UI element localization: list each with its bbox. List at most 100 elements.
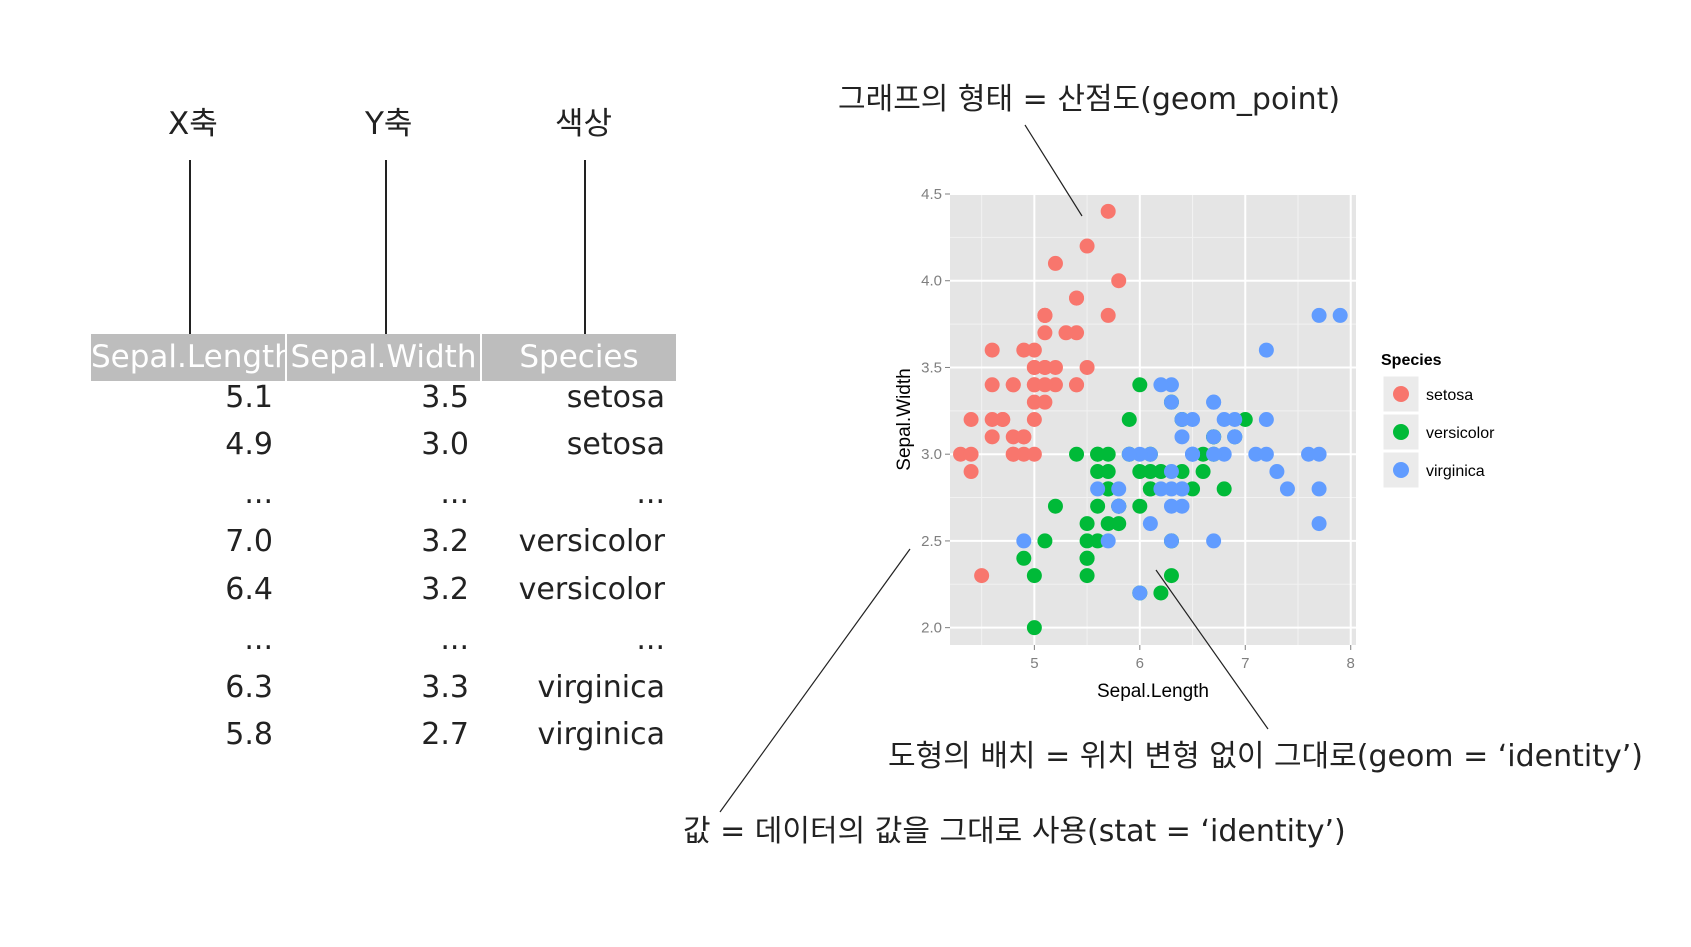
x-tick-label: 7 — [1241, 655, 1249, 672]
data-point-versicolor — [1090, 533, 1106, 549]
data-point-setosa — [1037, 377, 1053, 393]
data-point-versicolor — [1079, 568, 1095, 584]
data-point-setosa — [1037, 325, 1053, 341]
data-point-versicolor — [1079, 550, 1095, 566]
data-point-setosa — [1026, 446, 1042, 462]
data-point-versicolor — [1195, 446, 1211, 462]
data-point-virginica — [1142, 446, 1158, 462]
table-cell: virginica — [537, 670, 666, 705]
data-point-virginica — [1227, 412, 1243, 427]
data-point-setosa — [995, 412, 1011, 427]
y-tick-label: 2.0 — [921, 620, 942, 637]
stat-pointer-line — [719, 548, 911, 813]
data-point-versicolor — [1174, 464, 1190, 480]
data-point-setosa — [1026, 359, 1042, 375]
data-point-setosa — [1037, 307, 1053, 323]
geom-annotation: 그래프의 형태 = 산점도(geom_point) — [838, 82, 1341, 117]
data-point-setosa — [1069, 290, 1085, 306]
data-point-setosa — [1037, 359, 1053, 375]
table-cell: setosa — [566, 427, 665, 462]
data-point-virginica — [1090, 481, 1106, 497]
position-annotation: 도형의 배치 = 위치 변형 없이 그대로(geom = ‘identity’) — [888, 739, 1643, 774]
data-point-setosa — [1111, 273, 1127, 289]
data-point-virginica — [1132, 585, 1148, 601]
x-tick-label: 5 — [1030, 655, 1038, 672]
y-tick-label: 4.5 — [921, 186, 942, 203]
table-cell: ... — [636, 476, 665, 511]
data-point-versicolor — [1111, 516, 1127, 532]
data-point-setosa — [1079, 238, 1095, 254]
legend-key-point — [1393, 462, 1409, 478]
data-point-virginica — [1016, 533, 1032, 549]
data-point-versicolor — [1100, 481, 1116, 497]
header-sepal-length: Sepal.Length — [91, 334, 294, 381]
table-cell: 5.1 — [225, 380, 273, 415]
data-point-versicolor — [1079, 516, 1095, 532]
data-point-setosa — [1058, 325, 1074, 341]
geom-pointer-line — [1024, 124, 1083, 217]
data-point-versicolor — [1090, 498, 1106, 514]
x-tick-label: 8 — [1347, 655, 1355, 672]
table-cell: ... — [244, 476, 273, 511]
table-cell: 7.0 — [225, 524, 273, 559]
data-point-setosa — [953, 446, 969, 462]
data-point-versicolor — [1069, 446, 1085, 462]
data-point-virginica — [1132, 446, 1148, 462]
data-point-setosa — [963, 464, 979, 480]
data-point-setosa — [1047, 255, 1063, 271]
data-point-virginica — [1269, 464, 1285, 480]
position-pointer-line — [1155, 569, 1269, 730]
data-point-virginica — [1311, 481, 1327, 497]
data-point-versicolor — [1185, 481, 1201, 497]
data-point-setosa — [1069, 377, 1085, 393]
table-cell: 6.3 — [225, 670, 273, 705]
table-cell: versicolor — [518, 572, 665, 607]
data-point-virginica — [1206, 533, 1222, 549]
data-point-virginica — [1258, 412, 1274, 427]
data-point-versicolor — [1142, 464, 1158, 480]
data-point-versicolor — [1037, 533, 1053, 549]
table-cell: 3.2 — [421, 524, 469, 559]
data-point-setosa — [1069, 325, 1085, 341]
data-point-virginica — [1332, 307, 1348, 323]
data-point-setosa — [1047, 377, 1063, 393]
data-point-setosa — [1026, 394, 1042, 410]
data-point-versicolor — [1195, 464, 1211, 480]
data-point-versicolor — [1121, 412, 1137, 427]
y-tick-label: 2.5 — [921, 533, 942, 550]
data-point-versicolor — [1026, 568, 1042, 584]
table-cell: ... — [244, 622, 273, 657]
table-cell: 3.0 — [421, 427, 469, 462]
header-species: Species — [482, 334, 676, 381]
legend-label-setosa: setosa — [1426, 387, 1473, 404]
table-cell: 3.2 — [421, 572, 469, 607]
data-point-virginica — [1185, 412, 1201, 427]
x-axis-title: Sepal.Length — [1097, 681, 1209, 702]
data-point-versicolor — [1079, 533, 1095, 549]
data-point-virginica — [1311, 516, 1327, 532]
data-point-versicolor — [1047, 498, 1063, 514]
table-cell: 3.3 — [421, 670, 469, 705]
data-point-virginica — [1163, 533, 1179, 549]
table-cell: ... — [636, 622, 665, 657]
x-axis-mapping-label: X축 — [168, 106, 218, 142]
data-point-setosa — [1016, 429, 1032, 445]
data-point-virginica — [1258, 446, 1274, 462]
data-point-versicolor — [1163, 568, 1179, 584]
data-point-setosa — [984, 377, 1000, 393]
data-point-virginica — [1174, 412, 1190, 427]
data-point-versicolor — [1100, 516, 1116, 532]
data-point-setosa — [1100, 203, 1116, 219]
data-point-setosa — [1005, 429, 1021, 445]
data-point-virginica — [1163, 394, 1179, 410]
table-cell: 2.7 — [421, 717, 469, 752]
data-point-virginica — [1100, 533, 1116, 549]
color-mapping-connector-line — [584, 160, 586, 336]
data-point-virginica — [1258, 342, 1274, 358]
data-point-virginica — [1185, 446, 1201, 462]
data-point-setosa — [1026, 377, 1042, 393]
legend-title: Species — [1381, 352, 1442, 369]
data-point-versicolor — [1132, 377, 1148, 393]
table-cell: virginica — [537, 717, 666, 752]
